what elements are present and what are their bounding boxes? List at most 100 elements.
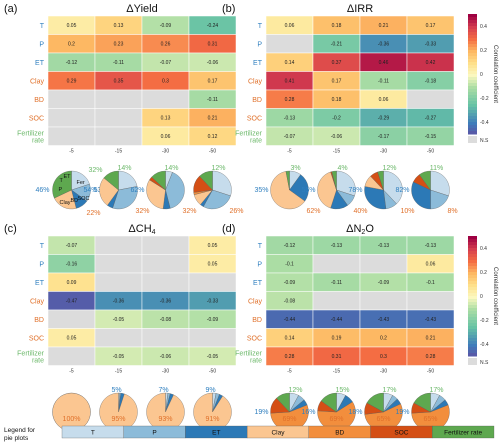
cell-label: 0.31 — [208, 42, 218, 48]
heatmap-cell — [47, 309, 96, 329]
cell-label: 0.06 — [426, 262, 436, 268]
row-label: P — [257, 261, 262, 268]
cell-label: -0.1 — [285, 262, 294, 268]
panel-letter: (b) — [222, 3, 235, 15]
cell-label: 0.05 — [208, 262, 218, 268]
cell-label: -0.27 — [425, 116, 437, 122]
cell-label: 0.3 — [162, 79, 169, 85]
heatmap-cell — [188, 272, 237, 292]
row-label: Clay — [248, 298, 263, 305]
pie-slice — [320, 392, 337, 413]
colorbar-swatch — [468, 353, 477, 357]
cell-label: 0.46 — [379, 60, 389, 66]
pie-slice — [146, 392, 185, 432]
colorbar-swatch — [468, 47, 477, 51]
cell-label: 0.14 — [285, 60, 295, 66]
pie-outer-label: 14% — [117, 165, 131, 172]
pie: 55% 4% 40% — [301, 165, 367, 215]
heatmap-cell — [359, 291, 408, 311]
row-label: Clay — [30, 298, 45, 305]
cell-label: -0.07 — [284, 134, 296, 140]
column-tick: -30 — [162, 149, 169, 155]
column-tick: -15 — [333, 369, 340, 375]
cell-label: 0.2 — [68, 42, 75, 48]
heatmap-cell — [47, 89, 96, 109]
heatmap-cell — [406, 89, 455, 109]
colorbar-swatch — [468, 110, 477, 114]
cell-label: -0.29 — [378, 116, 390, 122]
cell-label: -0.21 — [331, 42, 343, 48]
legend-title: Legend for pie plots — [4, 427, 36, 442]
colorbar-swatch — [468, 347, 477, 351]
colorbar-swatch — [468, 44, 477, 48]
heatmap-cell — [47, 346, 96, 366]
pie-outer-label: 32% — [136, 208, 150, 215]
pie-inline-label: SOC — [78, 196, 90, 202]
cell-label: -0.43 — [378, 317, 390, 323]
pie-outer-label: 3% — [290, 165, 300, 172]
colorbar-swatch — [468, 329, 477, 333]
heatmap-cell — [94, 89, 143, 109]
colorbar-swatch — [468, 251, 477, 255]
panel-letter: (a) — [4, 3, 17, 15]
pie-slice — [52, 392, 91, 432]
cell-label: 0.31 — [332, 354, 342, 360]
pie-outer-label: 22% — [87, 210, 101, 217]
pie-outer-label: 12% — [288, 387, 302, 394]
pie-slice — [203, 189, 231, 210]
column-tick: -30 — [380, 369, 387, 375]
pie-outer-label: 17% — [382, 387, 396, 394]
cell-label: 0.14 — [285, 336, 295, 342]
legend-label: ET — [212, 429, 220, 436]
colorbar-swatch — [468, 326, 477, 330]
pie-outer-label: 12% — [211, 165, 225, 172]
colorbar-swatch — [468, 311, 477, 315]
colorbar-swatch — [468, 275, 477, 279]
colorbar-swatch — [468, 53, 477, 57]
row-label: P — [257, 41, 262, 48]
cell-label: 0.28 — [285, 97, 295, 103]
colorbar-swatch — [468, 350, 477, 354]
colorbar-swatch — [468, 20, 477, 24]
pie-outer-label: 19% — [395, 409, 409, 416]
pie: 35% 3% 62% — [254, 165, 320, 215]
colorbar: 0.4 0.2 0 -0.2 -0.4 N.S Correlation coefficien… — [468, 14, 498, 144]
heatmap-cell — [141, 254, 190, 274]
colorbar-swatch — [468, 254, 477, 258]
heatmap-cell — [141, 272, 190, 292]
colorbar-ns-swatch — [468, 136, 477, 143]
cell-label: -0.11 — [113, 60, 124, 66]
row-label: ET — [253, 280, 263, 287]
colorbar-swatch — [468, 323, 477, 327]
pie-outer-label: 9% — [205, 387, 215, 394]
cell-label: 0.21 — [426, 336, 436, 342]
row-label: Fertilizer rate — [235, 130, 263, 144]
colorbar-swatch — [468, 290, 477, 294]
colorbar-tick: N.S — [480, 360, 489, 366]
row-label: SOC — [247, 335, 262, 342]
cell-label: -0.44 — [331, 317, 343, 323]
cell-label: -0.2 — [332, 116, 341, 122]
pie-outer-label: 62% — [307, 208, 321, 215]
colorbar-swatch — [468, 98, 477, 102]
cell-label: 0.18 — [332, 23, 342, 29]
colorbar-swatch — [468, 119, 477, 123]
pie-outer-label: 78% — [348, 187, 362, 194]
panel-b: (b) ΔIRR T 0.06 0.18 0.21 0.17 P -0.21 -0.36 -0.33… — [222, 3, 458, 215]
cell-label: -0.1 — [426, 280, 435, 286]
colorbar-swatch — [468, 74, 477, 78]
pie-slice — [331, 170, 337, 191]
colorbar-swatch — [468, 338, 477, 342]
pie-outer-label: 54% — [83, 187, 97, 194]
colorbar-swatch — [468, 332, 477, 336]
heatmap-cell — [188, 346, 237, 366]
colorbar-swatch — [468, 128, 477, 132]
cell-label: 0.42 — [426, 60, 436, 66]
column-tick: -30 — [162, 369, 169, 375]
colorbar-swatch — [468, 17, 477, 21]
row-label: BD — [252, 97, 262, 104]
pie-slice — [52, 170, 72, 199]
colorbar-swatch — [468, 14, 477, 18]
heatmap-cell — [141, 235, 190, 255]
cell-label: -0.33 — [425, 42, 437, 48]
